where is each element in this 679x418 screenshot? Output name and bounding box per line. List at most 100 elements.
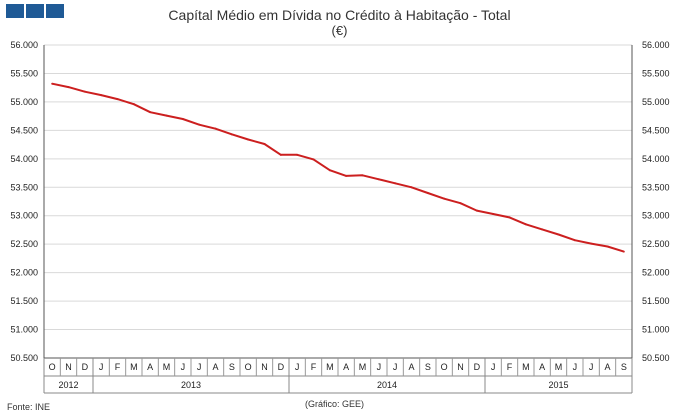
logo-block-2 (26, 4, 44, 18)
chart-subtitle: (€) (331, 23, 348, 38)
y-tick-label-left: 50.500 (10, 353, 38, 363)
data-point (557, 233, 560, 236)
x-tick-label: M (522, 362, 530, 372)
y-tick-label-right: 54.500 (642, 125, 670, 135)
year-label: 2012 (58, 380, 78, 390)
data-point (165, 114, 168, 117)
x-tick-label: F (311, 362, 317, 372)
y-tick-label-right: 52.500 (642, 239, 670, 249)
x-tick-label: M (359, 362, 367, 372)
y-tick-label-left: 54.500 (10, 125, 38, 135)
data-point (149, 111, 152, 114)
x-tick-label: D (278, 362, 285, 372)
data-point (541, 228, 544, 231)
y-tick-label-left: 51.500 (10, 296, 38, 306)
x-tick-label: N (261, 362, 268, 372)
y-tick-label-right: 55.000 (642, 97, 670, 107)
year-label: 2014 (377, 380, 397, 390)
x-tick-label: J (393, 362, 398, 372)
data-point (361, 174, 364, 177)
x-tick-label: F (507, 362, 513, 372)
data-point (459, 202, 462, 205)
y-tick-label-left: 56.000 (10, 40, 38, 50)
data-point (426, 191, 429, 194)
x-tick-label: A (408, 362, 414, 372)
data-point (573, 239, 576, 242)
data-point (443, 197, 446, 200)
y-tick-label-right: 52.000 (642, 268, 670, 278)
x-tick-label: J (589, 362, 594, 372)
x-tick-label: D (474, 362, 481, 372)
y-tick-label-right: 51.500 (642, 296, 670, 306)
x-tick-label: S (621, 362, 627, 372)
x-tick-label: O (49, 362, 56, 372)
x-tick-label: J (491, 362, 496, 372)
data-point (132, 103, 135, 106)
data-point (590, 242, 593, 245)
y-tick-label-right: 51.000 (642, 325, 670, 335)
data-point (279, 153, 282, 156)
logo-block-3 (46, 4, 64, 18)
data-point (606, 245, 609, 248)
y-tick-label-left: 53.000 (10, 211, 38, 221)
data-point (230, 133, 233, 136)
data-point (51, 82, 54, 85)
y-tick-label-right: 53.000 (642, 211, 670, 221)
source-note: Fonte: INE (7, 402, 51, 412)
logo (6, 4, 64, 18)
x-tick-label: M (130, 362, 138, 372)
data-point (181, 117, 184, 120)
y-tick-label-left: 51.000 (10, 325, 38, 335)
x-tick-label: M (555, 362, 563, 372)
x-tick-label: J (197, 362, 202, 372)
x-tick-label: M (163, 362, 171, 372)
y-tick-label-right: 53.500 (642, 182, 670, 192)
x-tick-label: A (539, 362, 545, 372)
x-tick-label: J (573, 362, 578, 372)
y-tick-label-left: 55.000 (10, 97, 38, 107)
data-point (67, 86, 70, 89)
x-tick-label: D (82, 362, 89, 372)
series-line (51, 82, 625, 253)
data-point (100, 94, 103, 97)
x-tick-label: M (326, 362, 334, 372)
x-tick-label: A (604, 362, 610, 372)
y-tick-label-right: 56.000 (642, 40, 670, 50)
y-tick-label-left: 52.500 (10, 239, 38, 249)
x-tick-label: N (65, 362, 72, 372)
x-tick-label: J (181, 362, 186, 372)
data-point (247, 138, 250, 141)
data-point (328, 169, 331, 172)
y-tick-label-left: 55.500 (10, 68, 38, 78)
x-tick-label: J (377, 362, 382, 372)
data-point (312, 158, 315, 161)
data-point (492, 213, 495, 216)
data-point (296, 153, 299, 156)
data-point (83, 90, 86, 93)
data-point (475, 209, 478, 212)
x-tick-label: J (99, 362, 104, 372)
x-tick-label: S (229, 362, 235, 372)
y-tick-label-right: 55.500 (642, 68, 670, 78)
x-tick-label: A (343, 362, 349, 372)
x-tick-label: O (441, 362, 448, 372)
data-point (116, 98, 119, 101)
data-point (508, 216, 511, 219)
x-tick-label: F (115, 362, 121, 372)
chart-credit: (Gráfico: GEE) (305, 399, 365, 409)
data-point (214, 127, 217, 130)
data-point (410, 186, 413, 189)
chart-title: Capítal Médio em Dívida no Crédito à Hab… (168, 7, 511, 23)
y-tick-label-right: 50.500 (642, 353, 670, 363)
y-tick-label-left: 53.500 (10, 182, 38, 192)
y-tick-label-left: 52.000 (10, 268, 38, 278)
y-tick-label-right: 54.000 (642, 154, 670, 164)
data-point (377, 178, 380, 181)
data-point (198, 123, 201, 126)
x-tick-label: O (245, 362, 252, 372)
y-tick-label-left: 54.000 (10, 154, 38, 164)
data-point (345, 174, 348, 177)
data-point (622, 250, 625, 253)
logo-block-1 (6, 4, 24, 18)
